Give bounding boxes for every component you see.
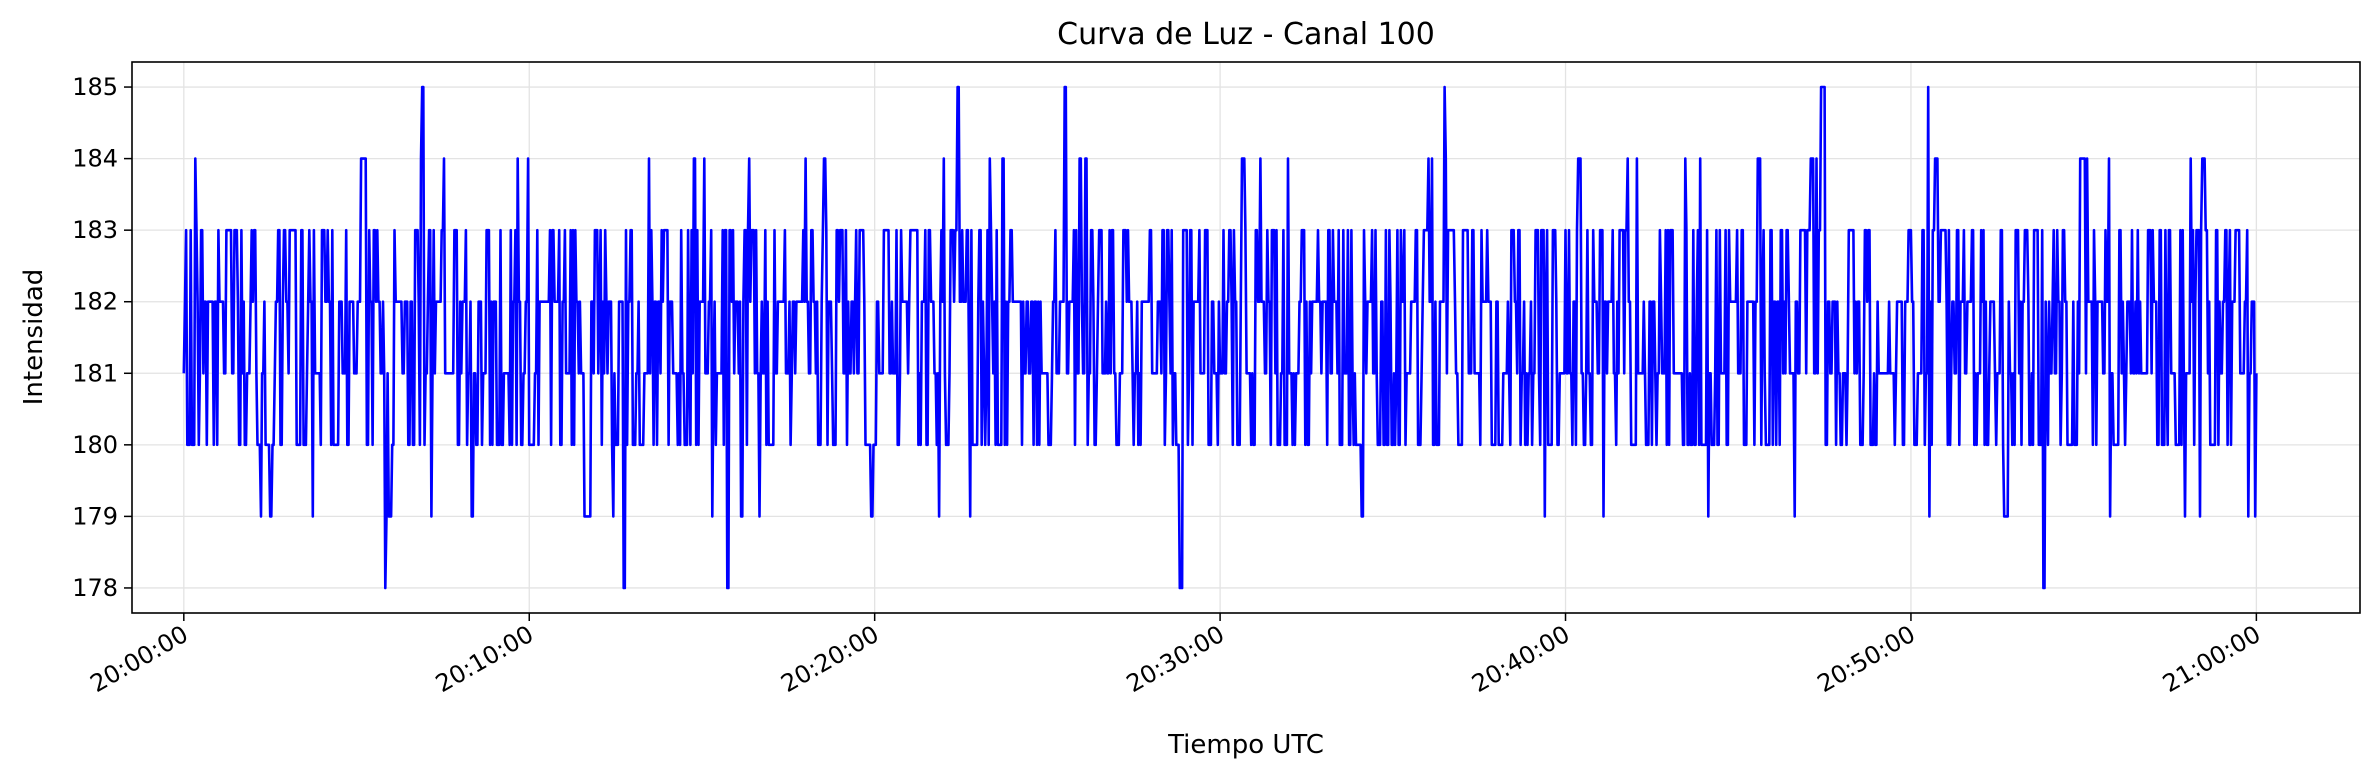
plot-frame	[131, 61, 2361, 614]
y-axis-label: Intensidad	[19, 269, 49, 406]
series-layer	[182, 85, 2258, 590]
y-tick-label: 180	[72, 431, 118, 459]
y-tick-label: 178	[72, 574, 118, 602]
y-tick-label: 181	[72, 359, 118, 387]
chart-title: Curva de Luz - Canal 100	[1057, 17, 1435, 52]
y-tick-label: 179	[72, 502, 118, 530]
y-axis: 178 179 180 181 182 183 184 185	[72, 73, 132, 602]
y-tick-label: 183	[72, 216, 118, 244]
x-axis-label: Tiempo UTC	[1167, 730, 1324, 760]
y-tick-label: 185	[72, 73, 118, 101]
series-line	[182, 85, 2258, 590]
y-tick-label: 184	[72, 145, 118, 173]
y-tick-label: 182	[72, 288, 118, 316]
